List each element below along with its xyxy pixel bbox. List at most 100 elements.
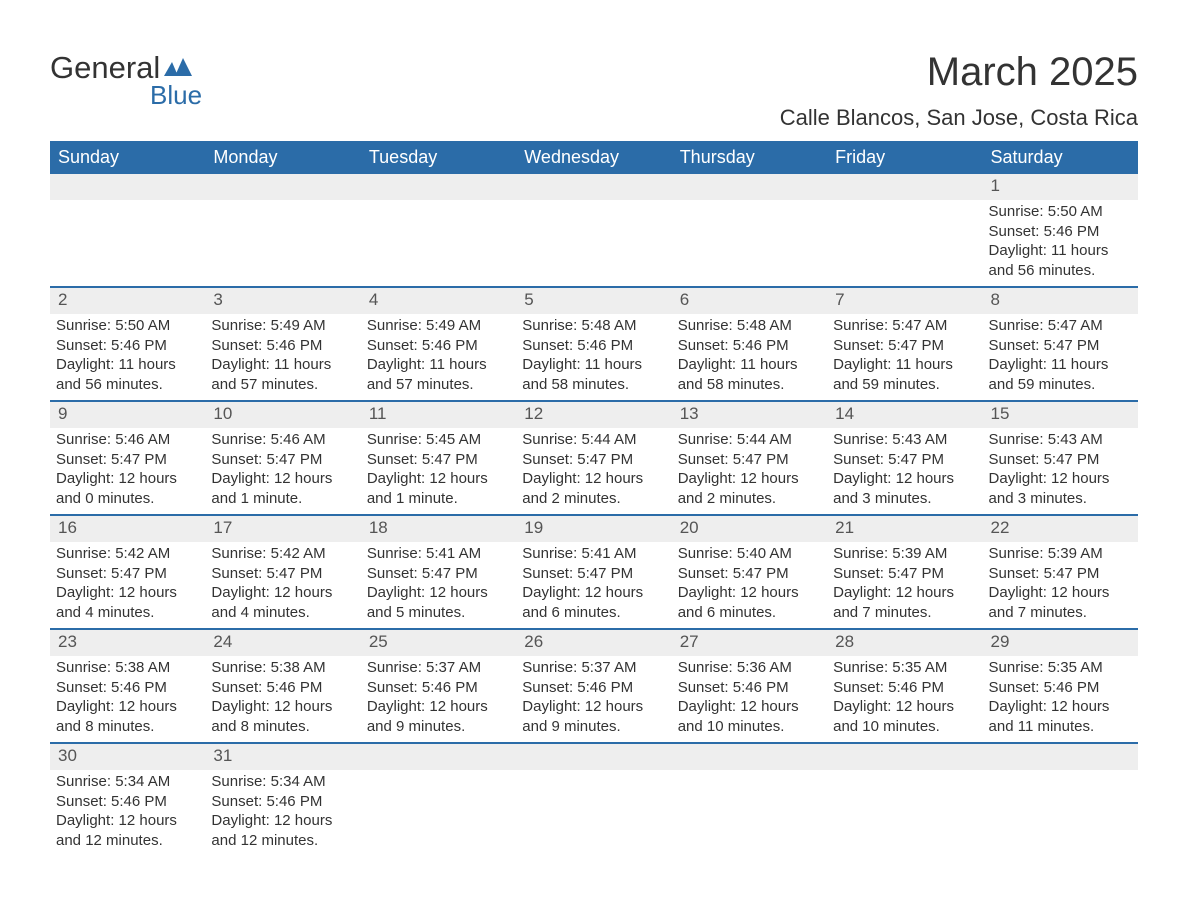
day-number: [983, 744, 1138, 770]
sunset-text: Sunset: 5:47 PM: [522, 450, 665, 470]
daylight-text: Daylight: 11 hours and 58 minutes.: [678, 355, 821, 394]
month-title: March 2025: [780, 50, 1138, 95]
day-details: Sunrise: 5:36 AMSunset: 5:46 PMDaylight:…: [672, 656, 827, 742]
sunset-text: Sunset: 5:47 PM: [989, 564, 1132, 584]
day-number: 27: [672, 630, 827, 656]
day-details: Sunrise: 5:45 AMSunset: 5:47 PMDaylight:…: [361, 428, 516, 514]
sunrise-text: Sunrise: 5:38 AM: [211, 658, 354, 678]
day-number: [516, 174, 671, 200]
day-details: [516, 200, 671, 208]
weekday-header-row: SundayMondayTuesdayWednesdayThursdayFrid…: [50, 141, 1138, 174]
day-details: Sunrise: 5:49 AMSunset: 5:46 PMDaylight:…: [205, 314, 360, 400]
calendar-day-cell: 14Sunrise: 5:43 AMSunset: 5:47 PMDayligh…: [827, 401, 982, 515]
day-number: 31: [205, 744, 360, 770]
sunset-text: Sunset: 5:47 PM: [56, 450, 199, 470]
day-number: 24: [205, 630, 360, 656]
day-number: 16: [50, 516, 205, 542]
weekday-header: Monday: [205, 141, 360, 174]
day-number: 18: [361, 516, 516, 542]
daylight-text: Daylight: 12 hours and 12 minutes.: [211, 811, 354, 850]
sunrise-text: Sunrise: 5:38 AM: [56, 658, 199, 678]
weekday-header: Tuesday: [361, 141, 516, 174]
sunrise-text: Sunrise: 5:37 AM: [367, 658, 510, 678]
sunset-text: Sunset: 5:46 PM: [678, 336, 821, 356]
sunrise-text: Sunrise: 5:43 AM: [989, 430, 1132, 450]
day-details: Sunrise: 5:48 AMSunset: 5:46 PMDaylight:…: [672, 314, 827, 400]
sunset-text: Sunset: 5:47 PM: [522, 564, 665, 584]
daylight-text: Daylight: 12 hours and 12 minutes.: [56, 811, 199, 850]
daylight-text: Daylight: 12 hours and 4 minutes.: [56, 583, 199, 622]
day-number: 23: [50, 630, 205, 656]
daylight-text: Daylight: 11 hours and 59 minutes.: [989, 355, 1132, 394]
day-details: Sunrise: 5:47 AMSunset: 5:47 PMDaylight:…: [983, 314, 1138, 400]
day-details: Sunrise: 5:47 AMSunset: 5:47 PMDaylight:…: [827, 314, 982, 400]
calendar-day-cell: 11Sunrise: 5:45 AMSunset: 5:47 PMDayligh…: [361, 401, 516, 515]
sunrise-text: Sunrise: 5:42 AM: [211, 544, 354, 564]
daylight-text: Daylight: 12 hours and 10 minutes.: [833, 697, 976, 736]
daylight-text: Daylight: 11 hours and 57 minutes.: [367, 355, 510, 394]
daylight-text: Daylight: 11 hours and 57 minutes.: [211, 355, 354, 394]
sunset-text: Sunset: 5:46 PM: [56, 678, 199, 698]
daylight-text: Daylight: 12 hours and 10 minutes.: [678, 697, 821, 736]
calendar-day-cell: 2Sunrise: 5:50 AMSunset: 5:46 PMDaylight…: [50, 287, 205, 401]
day-details: Sunrise: 5:34 AMSunset: 5:46 PMDaylight:…: [205, 770, 360, 856]
sunset-text: Sunset: 5:46 PM: [211, 678, 354, 698]
day-number: 2: [50, 288, 205, 314]
daylight-text: Daylight: 11 hours and 59 minutes.: [833, 355, 976, 394]
daylight-text: Daylight: 12 hours and 1 minute.: [367, 469, 510, 508]
daylight-text: Daylight: 12 hours and 3 minutes.: [989, 469, 1132, 508]
day-number: 9: [50, 402, 205, 428]
day-number: [827, 174, 982, 200]
calendar-week-row: 1Sunrise: 5:50 AMSunset: 5:46 PMDaylight…: [50, 174, 1138, 287]
calendar-day-cell: 26Sunrise: 5:37 AMSunset: 5:46 PMDayligh…: [516, 629, 671, 743]
sunrise-text: Sunrise: 5:43 AM: [833, 430, 976, 450]
day-number: 4: [361, 288, 516, 314]
daylight-text: Daylight: 12 hours and 9 minutes.: [522, 697, 665, 736]
sunrise-text: Sunrise: 5:41 AM: [522, 544, 665, 564]
calendar-day-cell: 4Sunrise: 5:49 AMSunset: 5:46 PMDaylight…: [361, 287, 516, 401]
day-number: 25: [361, 630, 516, 656]
calendar-week-row: 2Sunrise: 5:50 AMSunset: 5:46 PMDaylight…: [50, 287, 1138, 401]
day-number: 7: [827, 288, 982, 314]
day-number: [827, 744, 982, 770]
day-number: [672, 744, 827, 770]
day-number: 10: [205, 402, 360, 428]
day-number: [205, 174, 360, 200]
daylight-text: Daylight: 11 hours and 56 minutes.: [56, 355, 199, 394]
day-number: 11: [361, 402, 516, 428]
day-details: Sunrise: 5:35 AMSunset: 5:46 PMDaylight:…: [827, 656, 982, 742]
sunrise-text: Sunrise: 5:44 AM: [678, 430, 821, 450]
calendar-week-row: 16Sunrise: 5:42 AMSunset: 5:47 PMDayligh…: [50, 515, 1138, 629]
calendar-day-cell: 9Sunrise: 5:46 AMSunset: 5:47 PMDaylight…: [50, 401, 205, 515]
weekday-header: Thursday: [672, 141, 827, 174]
sunrise-text: Sunrise: 5:48 AM: [522, 316, 665, 336]
calendar-day-cell: 25Sunrise: 5:37 AMSunset: 5:46 PMDayligh…: [361, 629, 516, 743]
calendar-day-cell: 27Sunrise: 5:36 AMSunset: 5:46 PMDayligh…: [672, 629, 827, 743]
day-details: Sunrise: 5:38 AMSunset: 5:46 PMDaylight:…: [205, 656, 360, 742]
day-number: 14: [827, 402, 982, 428]
brand-name-part2: Blue: [150, 80, 202, 111]
sunset-text: Sunset: 5:46 PM: [522, 678, 665, 698]
location-text: Calle Blancos, San Jose, Costa Rica: [780, 105, 1138, 131]
sunrise-text: Sunrise: 5:47 AM: [989, 316, 1132, 336]
calendar-day-cell: 10Sunrise: 5:46 AMSunset: 5:47 PMDayligh…: [205, 401, 360, 515]
day-details: Sunrise: 5:50 AMSunset: 5:46 PMDaylight:…: [50, 314, 205, 400]
sunset-text: Sunset: 5:47 PM: [367, 450, 510, 470]
calendar-day-cell: 21Sunrise: 5:39 AMSunset: 5:47 PMDayligh…: [827, 515, 982, 629]
daylight-text: Daylight: 12 hours and 7 minutes.: [989, 583, 1132, 622]
day-details: [827, 770, 982, 778]
calendar-day-cell: 7Sunrise: 5:47 AMSunset: 5:47 PMDaylight…: [827, 287, 982, 401]
sunset-text: Sunset: 5:47 PM: [833, 336, 976, 356]
sunrise-text: Sunrise: 5:39 AM: [989, 544, 1132, 564]
daylight-text: Daylight: 12 hours and 4 minutes.: [211, 583, 354, 622]
day-number: 13: [672, 402, 827, 428]
calendar-day-cell: [672, 743, 827, 856]
calendar-day-cell: 6Sunrise: 5:48 AMSunset: 5:46 PMDaylight…: [672, 287, 827, 401]
day-details: Sunrise: 5:48 AMSunset: 5:46 PMDaylight:…: [516, 314, 671, 400]
brand-logo: General Blue: [50, 50, 202, 111]
calendar-day-cell: 28Sunrise: 5:35 AMSunset: 5:46 PMDayligh…: [827, 629, 982, 743]
sunrise-text: Sunrise: 5:37 AM: [522, 658, 665, 678]
calendar-day-cell: [205, 174, 360, 287]
day-details: [50, 200, 205, 208]
sunrise-text: Sunrise: 5:40 AM: [678, 544, 821, 564]
